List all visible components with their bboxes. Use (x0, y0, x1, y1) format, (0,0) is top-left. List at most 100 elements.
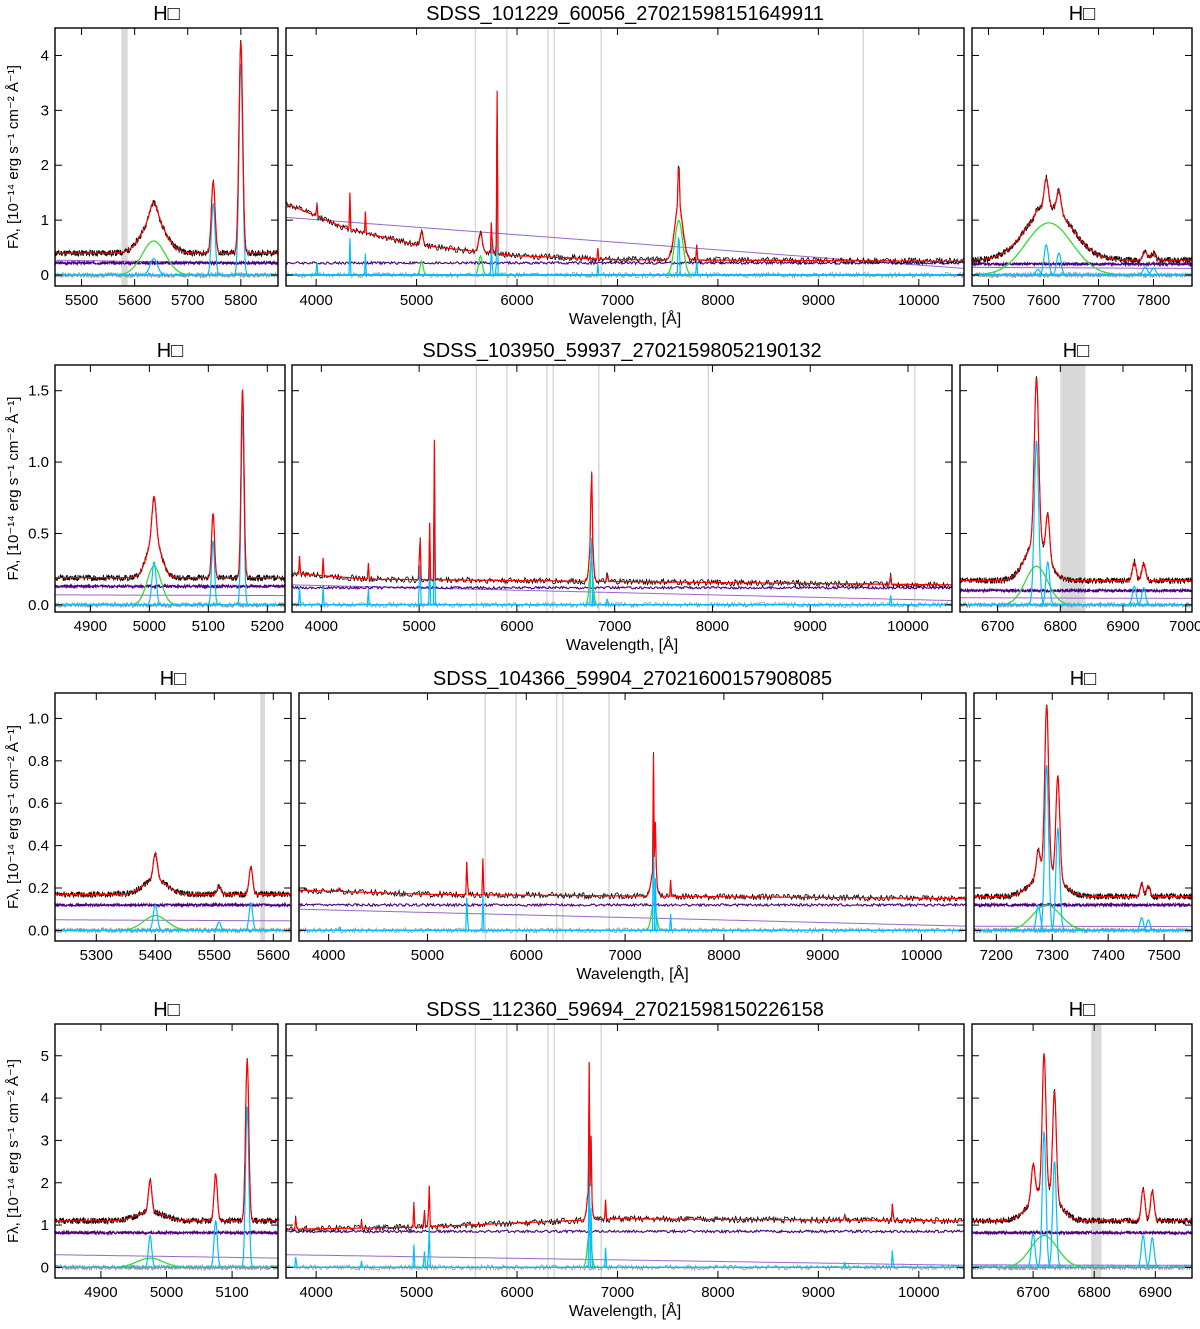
y-tick-label: 1 (41, 212, 49, 229)
host-line (299, 902, 966, 908)
plot-area (55, 693, 291, 941)
narrow-component (292, 586, 952, 606)
panel-Hβ: 5500 5600 5700 5800 0 1 2 3 4 H□ (41, 3, 279, 309)
panel-frame (291, 364, 953, 613)
narrow-component (55, 63, 278, 276)
narrow-component (286, 253, 964, 276)
narrow-component (960, 587, 1192, 606)
x-tick-label: 5100 (215, 1284, 248, 1301)
x-tick-label: 5000 (400, 1284, 433, 1301)
mask-region (608, 693, 610, 941)
x-tick-label: 9000 (794, 618, 827, 635)
host-line (55, 259, 278, 267)
x-tick-label: 6000 (500, 618, 533, 635)
plot-area (286, 1024, 964, 1278)
mask-region (562, 693, 564, 941)
line-panel-title: H□ (160, 668, 187, 690)
x-tick-label: 6000 (500, 292, 533, 309)
x-tick-label: 5000 (402, 618, 435, 635)
narrow-component (286, 236, 964, 276)
panel-full: 4000 5000 6000 7000 8000 9000 10000 SDSS_112360… (285, 999, 965, 1320)
host-line (292, 585, 952, 591)
mask-region (121, 28, 128, 286)
mask-region (555, 693, 558, 941)
x-tick-label: 6800 (1044, 618, 1077, 635)
host-line (55, 901, 291, 909)
line-panel-title: H□ (153, 3, 180, 25)
x-tick-label: 5700 (171, 292, 204, 309)
narrow-component (972, 1161, 1192, 1269)
x-tick-label: 5600 (257, 947, 290, 964)
panel-frame (971, 27, 1193, 287)
broad-component (286, 1231, 964, 1269)
y-tick-label: 4 (41, 47, 49, 64)
model-fit-line (55, 1060, 278, 1222)
panel-frame (971, 1023, 1193, 1279)
x-tick-label: 6700 (1016, 1284, 1049, 1301)
x-tick-label: 8000 (696, 618, 729, 635)
x-tick-label: 6800 (1078, 1284, 1111, 1301)
x-tick-label: 7200 (980, 947, 1013, 964)
observed-spectrum (55, 1057, 278, 1226)
x-tick-label: 5600 (118, 292, 151, 309)
x-tick-label: 7300 (1036, 947, 1069, 964)
y-axis-label: Fλ, [10⁻¹⁴ erg s⁻¹ cm⁻² Å⁻¹] (5, 1059, 22, 1243)
narrow-component (286, 1260, 964, 1269)
y-tick-label: 3 (41, 1132, 49, 1149)
panel-frame (285, 1023, 965, 1279)
line-panel-title: H□ (1069, 3, 1096, 25)
narrow-component (299, 913, 966, 932)
x-tick-label: 5500 (198, 947, 231, 964)
model-fit-line (972, 1052, 1192, 1222)
narrow-component (55, 561, 285, 606)
powerlaw-line (286, 1254, 964, 1266)
x-axis-label: Wavelength, [Å] (566, 635, 678, 654)
x-tick-label: 7000 (598, 618, 631, 635)
x-tick-label: 10000 (887, 618, 929, 635)
line-panel-title: H□ (1070, 668, 1097, 690)
broad-component (972, 222, 1192, 276)
y-tick-label: 0.6 (28, 795, 49, 812)
mask-region (515, 693, 517, 941)
mask-region (913, 365, 916, 612)
spectrum-row-4: 4900 5000 5100 0 1 2 3 4 5 H□ 4000 5000 6000 7000 8000… (5, 999, 1193, 1320)
broad-component (286, 219, 964, 276)
panel-frame (973, 692, 1193, 942)
narrow-component (286, 113, 964, 276)
mask-region (600, 1024, 602, 1278)
observed-spectrum (974, 704, 1192, 901)
narrow-component (55, 1106, 278, 1269)
x-tick-label: 5000 (400, 292, 433, 309)
y-tick-label: 1.0 (28, 710, 49, 727)
model-fit-line (286, 91, 964, 262)
panel-frame (54, 692, 292, 942)
y-axis-label: Fλ, [10⁻¹⁴ erg s⁻¹ cm⁻² Å⁻¹] (5, 725, 22, 909)
x-tick-label: 5000 (133, 618, 166, 635)
x-tick-label: 4000 (305, 618, 338, 635)
mask-region (474, 28, 477, 286)
residual-line (292, 601, 952, 609)
x-tick-label: 6700 (981, 618, 1014, 635)
model-fit-line (55, 853, 291, 896)
narrow-component (55, 901, 291, 932)
y-tick-label: 0.4 (28, 838, 49, 855)
powerlaw-line (55, 594, 285, 597)
panel-frame (54, 27, 279, 287)
x-tick-label: 4000 (299, 1284, 332, 1301)
narrow-component (292, 586, 952, 606)
host-line (972, 1229, 1192, 1237)
x-tick-label: 6000 (510, 947, 543, 964)
narrow-component (972, 1235, 1192, 1269)
spectrum-title: SDSS_103950_59937_27021598052190132 (422, 340, 821, 362)
x-tick-label: 5400 (139, 947, 172, 964)
x-tick-label: 9000 (806, 947, 839, 964)
spectrum-title: SDSS_101229_60056_27021598151649911 (426, 3, 824, 25)
residual-line (55, 271, 278, 279)
y-tick-label: 1.5 (28, 383, 49, 400)
narrow-component (55, 416, 285, 606)
x-tick-label: 7400 (1091, 947, 1124, 964)
spectrum-title: SDSS_104366_59904_27021600157908085 (433, 668, 832, 690)
x-tick-label: 5200 (251, 618, 284, 635)
residual-line (55, 601, 285, 609)
x-tick-label: 6000 (500, 1284, 533, 1301)
